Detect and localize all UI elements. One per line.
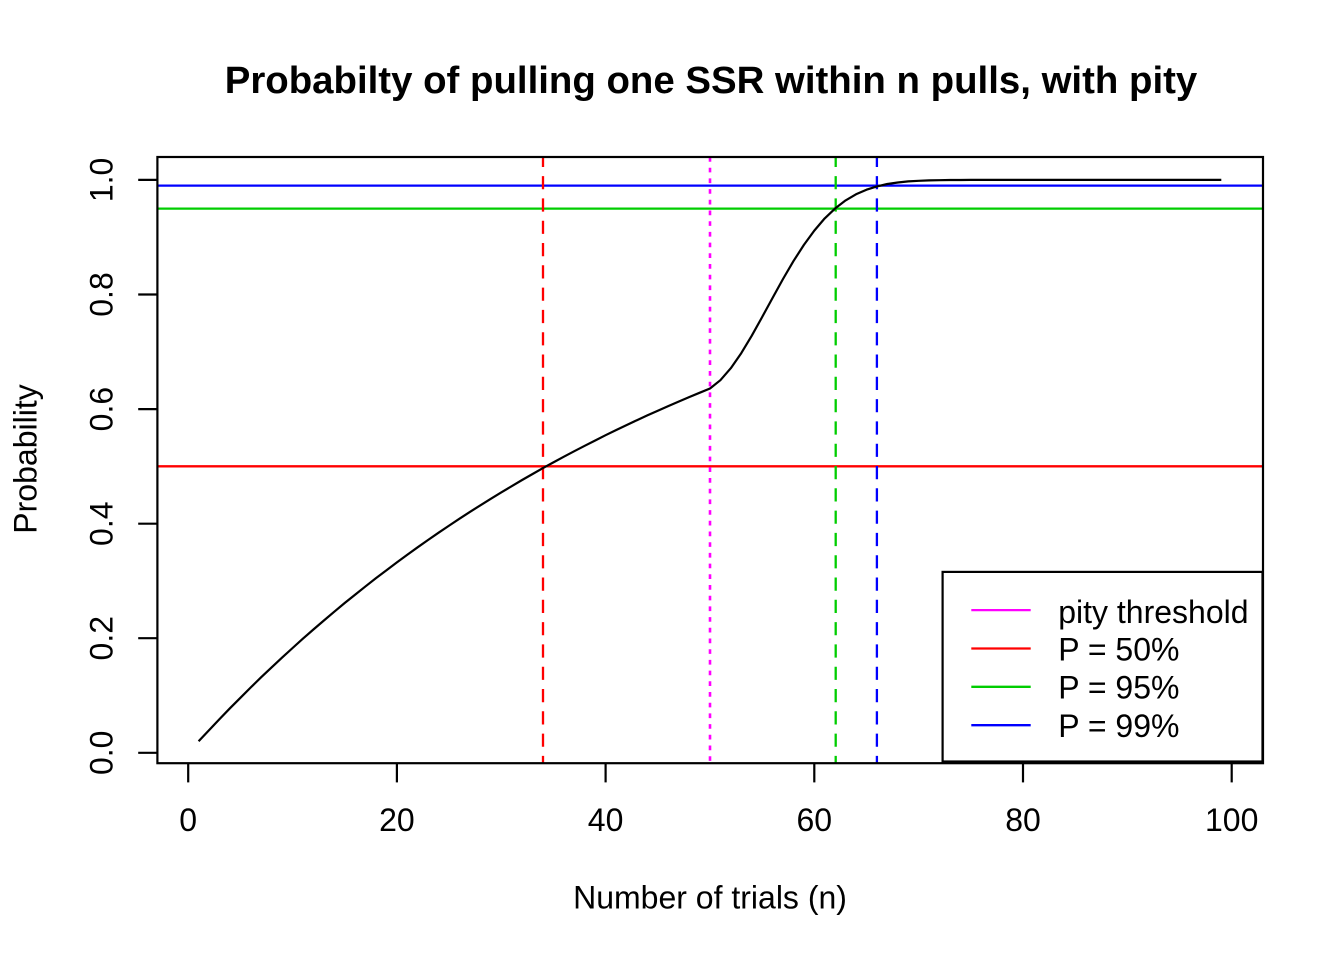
svg-text:100: 100 xyxy=(1205,802,1258,838)
svg-text:40: 40 xyxy=(588,802,624,838)
svg-text:0.6: 0.6 xyxy=(83,387,119,431)
svg-text:80: 80 xyxy=(1005,802,1041,838)
svg-text:P = 95%: P = 95% xyxy=(1058,670,1179,706)
svg-text:pity threshold: pity threshold xyxy=(1058,594,1248,630)
svg-text:Probability: Probability xyxy=(8,384,44,533)
svg-text:Probabilty of pulling one SSR: Probabilty of pulling one SSR within n p… xyxy=(225,59,1198,102)
svg-text:1.0: 1.0 xyxy=(83,158,119,202)
svg-text:0.2: 0.2 xyxy=(83,616,119,660)
svg-text:0.0: 0.0 xyxy=(83,731,119,775)
svg-text:Number of trials (n): Number of trials (n) xyxy=(573,880,847,916)
svg-text:20: 20 xyxy=(379,802,415,838)
svg-text:60: 60 xyxy=(797,802,833,838)
svg-text:0.8: 0.8 xyxy=(83,272,119,316)
svg-text:0: 0 xyxy=(179,802,197,838)
svg-text:P = 50%: P = 50% xyxy=(1058,631,1179,667)
svg-text:0.4: 0.4 xyxy=(83,501,119,545)
svg-text:P = 99%: P = 99% xyxy=(1058,708,1179,744)
